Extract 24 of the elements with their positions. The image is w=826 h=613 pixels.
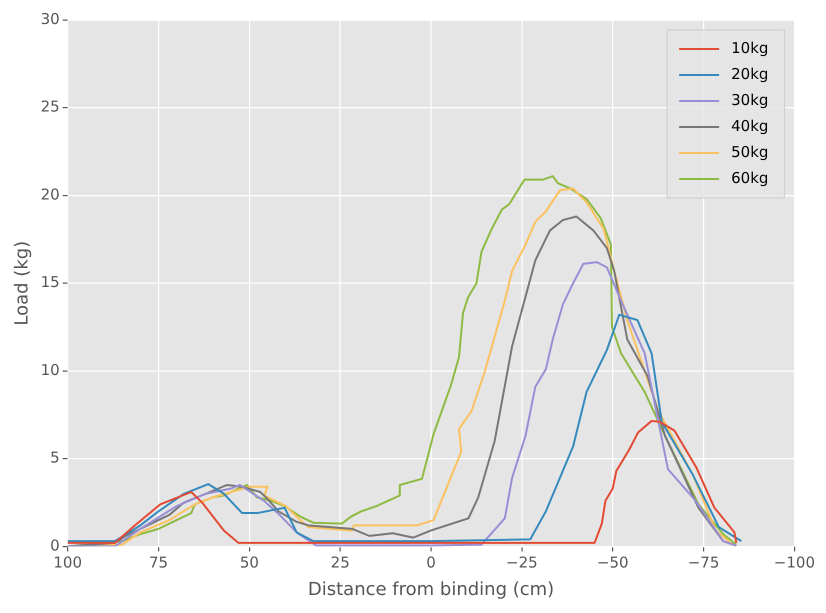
y-tick-label: 20 [40,185,60,204]
y-tick-label: 25 [40,98,60,116]
x-tick-label: 0 [426,553,436,572]
legend-label: 20kg [731,64,768,83]
legend-label: 30kg [731,90,768,109]
x-tick-label: 75 [148,553,168,572]
y-tick-label: 5 [50,448,60,467]
y-tick-label: 0 [50,536,60,554]
x-tick-label: −25 [506,553,538,572]
y-tick-label: 10 [40,360,60,379]
y-tick-label: 15 [40,273,60,292]
legend-label: 40kg [731,116,768,135]
y-tick-label: 30 [40,10,60,28]
x-tick-label: 50 [240,553,259,572]
x-axis-title: Distance from binding (cm) [308,578,554,600]
legend-label: 10kg [731,38,768,57]
x-tick-label: 100 [53,553,82,572]
x-tick-label: −50 [596,553,629,572]
x-tick-label: −75 [688,553,720,572]
legend-label: 60kg [731,168,768,187]
y-axis-title: Load (kg) [11,240,32,326]
x-tick-label: −100 [774,553,815,572]
legend-label: 50kg [731,142,768,161]
x-tick-label: 25 [330,553,350,572]
